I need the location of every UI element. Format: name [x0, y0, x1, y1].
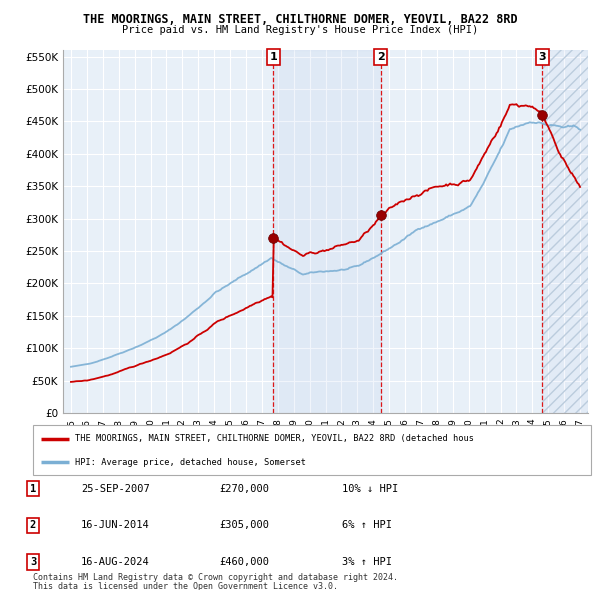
Text: 3% ↑ HPI: 3% ↑ HPI	[342, 557, 392, 567]
Text: 16-JUN-2014: 16-JUN-2014	[81, 520, 150, 530]
Text: £460,000: £460,000	[219, 557, 269, 567]
Text: £305,000: £305,000	[219, 520, 269, 530]
Text: 2: 2	[377, 52, 385, 62]
FancyBboxPatch shape	[33, 425, 591, 475]
Text: 25-SEP-2007: 25-SEP-2007	[81, 484, 150, 494]
Text: This data is licensed under the Open Government Licence v3.0.: This data is licensed under the Open Gov…	[33, 582, 338, 590]
Text: 1: 1	[30, 484, 36, 494]
Text: THE MOORINGS, MAIN STREET, CHILTHORNE DOMER, YEOVIL, BA22 8RD: THE MOORINGS, MAIN STREET, CHILTHORNE DO…	[83, 13, 517, 26]
Text: 16-AUG-2024: 16-AUG-2024	[81, 557, 150, 567]
Bar	[274, 50, 380, 413]
Text: £270,000: £270,000	[219, 484, 269, 494]
Bar	[542, 50, 588, 413]
Text: HPI: Average price, detached house, Somerset: HPI: Average price, detached house, Some…	[75, 458, 306, 467]
Text: 1: 1	[269, 52, 277, 62]
Text: 10% ↓ HPI: 10% ↓ HPI	[342, 484, 398, 494]
Bar	[542, 50, 588, 413]
Text: 3: 3	[538, 52, 546, 62]
Text: 6% ↑ HPI: 6% ↑ HPI	[342, 520, 392, 530]
Text: Contains HM Land Registry data © Crown copyright and database right 2024.: Contains HM Land Registry data © Crown c…	[33, 573, 398, 582]
Text: Price paid vs. HM Land Registry's House Price Index (HPI): Price paid vs. HM Land Registry's House …	[122, 25, 478, 35]
Text: THE MOORINGS, MAIN STREET, CHILTHORNE DOMER, YEOVIL, BA22 8RD (detached hous: THE MOORINGS, MAIN STREET, CHILTHORNE DO…	[75, 434, 474, 443]
Text: 3: 3	[30, 557, 36, 567]
Bar	[542, 50, 588, 413]
Text: 2: 2	[30, 520, 36, 530]
